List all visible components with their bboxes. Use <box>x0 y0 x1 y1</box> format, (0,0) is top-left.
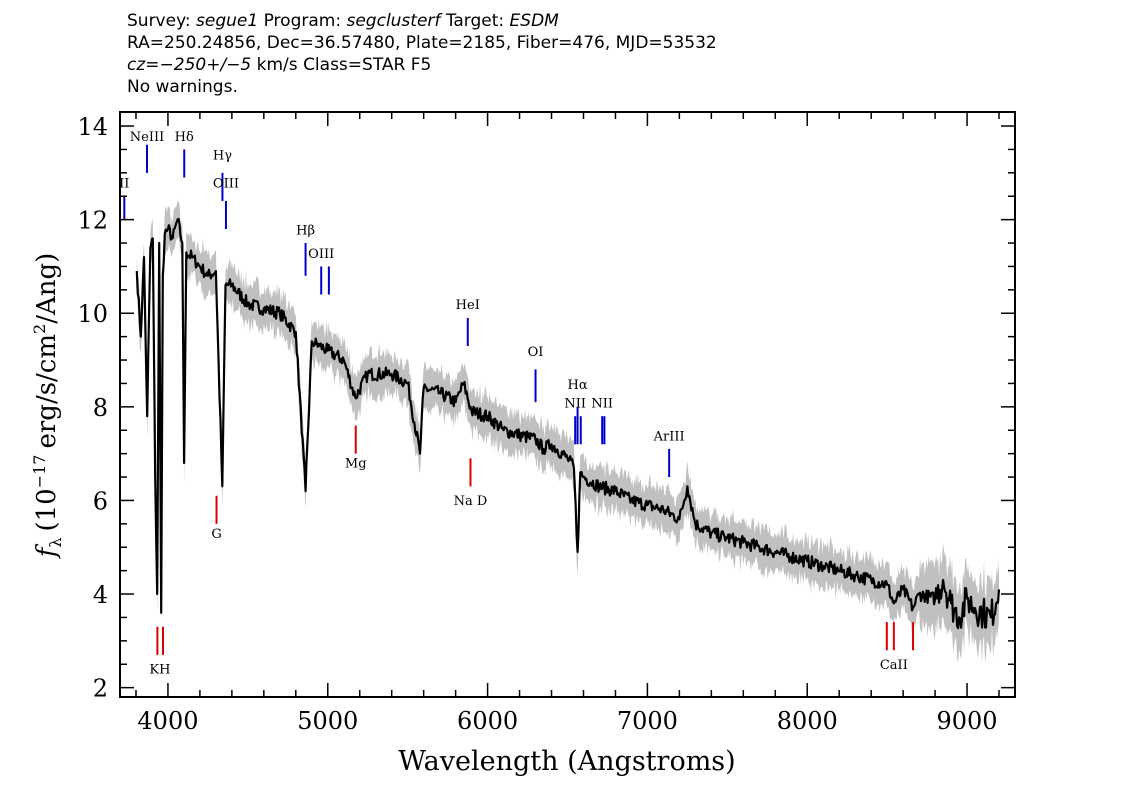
y-label-end: /Ang) <box>32 253 62 324</box>
y-label-sub: λ <box>46 538 65 548</box>
emission-line-label-8: HeI <box>456 298 480 313</box>
x-tick-label: 5000 <box>297 707 358 735</box>
header-line-coordinates: RA=250.24856, Dec=36.57480, Plate=2185, … <box>127 33 717 53</box>
header-line-survey: Survey: segue1 Program: segclusterf Targ… <box>127 10 1027 32</box>
emission-line-label-1: NeIII <box>130 130 164 145</box>
emission-line-label-0: II <box>119 177 129 192</box>
y-tick-label: 4 <box>93 581 108 609</box>
axis-ticks-layer: 4000 5000 6000 7000 8000 9000 2 4 6 8 10 12 14 <box>77 112 1015 735</box>
x-tick-label: 7000 <box>617 707 678 735</box>
emission-line-label-2: Hδ <box>175 130 194 145</box>
emission-line-label-9: OI <box>528 345 544 360</box>
y-tick-label: 2 <box>93 675 108 703</box>
emission-line-label-6: OIII <box>308 247 334 262</box>
y-axis-label: fλ(10−17erg/s/cm2/Ang) <box>30 253 65 560</box>
survey-value: segue1 <box>196 11 259 31</box>
x-tick-label: 9000 <box>937 707 998 735</box>
target-label: Target: <box>445 11 505 31</box>
emission-line-label-11: NII <box>564 397 586 412</box>
emission-line-label-15: ArIII <box>653 429 685 444</box>
y-tick-label: 12 <box>77 207 108 235</box>
cz-label: cz <box>127 55 146 75</box>
y-label-exp2: 2 <box>30 324 49 334</box>
cz-units: km/s <box>256 55 298 75</box>
survey-label: Survey: <box>127 11 191 31</box>
x-axis-label: Wavelength (Angstroms) <box>398 746 735 777</box>
error-band-layer <box>136 199 1000 664</box>
x-tick-label: 4000 <box>137 707 198 735</box>
y-label-mid: erg/s/cm <box>32 334 62 449</box>
y-label-open: (10 <box>32 488 62 531</box>
error-band <box>136 199 1000 664</box>
absorption-line-label-3: KH <box>149 663 170 678</box>
cz-value: =−250+/−5 <box>145 55 252 75</box>
flux-series-line <box>135 217 1001 630</box>
absorption-line-label-0: G <box>211 527 221 542</box>
header-line-redshift: cz=−250+/−5 km/s Class=STAR F5 <box>127 54 1027 76</box>
spectrum-header: Survey: segue1 Program: segclusterf Targ… <box>127 10 1027 98</box>
program-label: Program: <box>263 11 342 31</box>
program-value: segclusterf <box>346 11 441 31</box>
emission-line-label-3: Hγ <box>213 148 232 163</box>
y-tick-label: 10 <box>77 300 108 328</box>
x-tick-label: 6000 <box>457 707 518 735</box>
emission-line-label-4: OIII <box>213 177 239 192</box>
flux-layer <box>135 217 1001 630</box>
emission-line-label-10: Hα <box>568 378 588 393</box>
absorption-line-label-1: Mg <box>345 457 367 472</box>
header-line-warnings: No warnings. <box>127 77 238 97</box>
absorption-line-label-2: Na D <box>454 494 488 509</box>
x-tick-label: 8000 <box>777 707 838 735</box>
y-label-exp: −17 <box>30 455 49 489</box>
plot-frame <box>119 111 1016 698</box>
class-value: Class=STAR F5 <box>303 55 432 75</box>
emission-line-label-5: Hβ <box>296 223 315 238</box>
y-tick-label: 14 <box>77 113 108 141</box>
absorption-line-label-4: CaII <box>880 658 908 673</box>
target-value: ESDM <box>509 11 559 31</box>
emission-line-label-13: NII <box>591 397 613 412</box>
y-tick-label: 8 <box>93 394 108 422</box>
y-tick-label: 6 <box>93 487 108 515</box>
